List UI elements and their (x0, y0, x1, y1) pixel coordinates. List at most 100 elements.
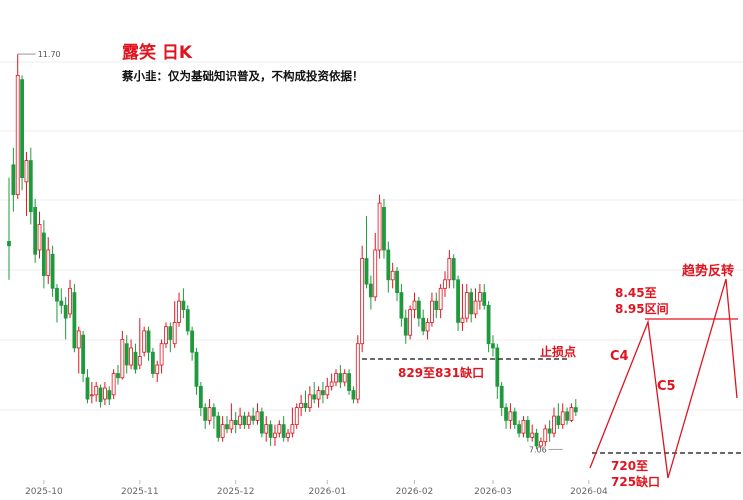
candle-body (242, 415, 247, 426)
x-tick-label: 2026-02 (396, 487, 434, 497)
candle-body (7, 241, 11, 247)
gap-829-831-label: 829至831缺口 (398, 365, 484, 380)
candle-body (565, 411, 569, 421)
candle-body (255, 411, 260, 421)
candle-body (434, 300, 439, 311)
candle-body (469, 292, 474, 315)
candle-body (464, 292, 469, 319)
x-tick-label: 2026-01 (308, 487, 346, 497)
trend-reversal-label: 趋势反转 (682, 263, 734, 279)
candle-body (59, 300, 64, 306)
x-axis: 2025-10 2025-11 2025-12 2026-01 2026-02 2026-… (25, 480, 608, 497)
candle-body (307, 394, 312, 408)
candle-body (547, 428, 552, 434)
candle-body (107, 390, 112, 400)
candle-body (325, 385, 330, 396)
candle-body (85, 377, 90, 400)
candle-body (124, 343, 129, 366)
candle-body (246, 415, 251, 426)
candle-body (573, 407, 578, 413)
candle-body (347, 373, 351, 391)
wave-c4-label: C4 (610, 349, 629, 364)
candle-body (41, 232, 46, 276)
candle-body (491, 343, 495, 349)
candle-body (316, 390, 321, 400)
candle-body (504, 407, 508, 421)
candle-body (539, 441, 543, 447)
candle-body (94, 385, 99, 396)
candle-body (556, 415, 561, 426)
candle-body (72, 292, 77, 349)
candle-body (98, 387, 103, 403)
candle-body (194, 351, 199, 387)
max-price-label: 11.70 (38, 50, 61, 59)
candle-body (181, 300, 186, 311)
candle-body (37, 224, 42, 251)
candle-body (120, 339, 125, 379)
gap-720-725-label-2: 725缺口 (611, 474, 660, 489)
candle-body (569, 407, 574, 421)
candle-body (334, 373, 338, 383)
candle-body (395, 270, 399, 293)
x-tick-label: 2025-12 (217, 487, 255, 497)
candle-body (355, 343, 360, 400)
candle-body (164, 326, 168, 345)
candle-body (28, 160, 33, 213)
candle-body (146, 330, 151, 353)
candle-body (229, 419, 234, 430)
candle-body (129, 347, 133, 366)
candle-body (46, 249, 51, 276)
min-price-label: 7.06 (529, 445, 547, 454)
x-tick-label: 2025-10 (25, 487, 63, 497)
candle-body (220, 424, 225, 438)
candle-body (251, 415, 256, 421)
x-tick-label: 2026-04 (570, 487, 608, 497)
candle-body (425, 322, 430, 332)
candle-body (399, 292, 404, 319)
candle-body (321, 390, 325, 396)
candle-body (103, 387, 107, 400)
candle-body (203, 407, 208, 421)
candle-body (190, 330, 195, 353)
candle-body (412, 300, 417, 311)
chart-subtitle: 蔡小韭：仅为基础知识普及，不构成投资依据！ (122, 69, 364, 83)
candle-body (198, 385, 203, 408)
candle-body (390, 270, 395, 281)
candle-body (259, 411, 264, 434)
candle-body (495, 347, 500, 387)
candle-body (421, 317, 426, 332)
candle-body (281, 424, 286, 438)
candle-body (68, 287, 72, 315)
candle-body (24, 160, 29, 183)
candle-body (89, 394, 94, 397)
gap-720-725-label-1: 720至 (611, 459, 648, 473)
candle-body (408, 309, 413, 336)
candle-body (521, 419, 526, 434)
candle-body (543, 428, 548, 443)
candle-body (534, 432, 539, 447)
candle-body (517, 424, 522, 434)
target-range-label-2: 8.95区间 (615, 301, 669, 316)
candle-body (473, 300, 478, 315)
candle-body (499, 385, 504, 408)
candle-body (416, 300, 421, 319)
candle-body (290, 424, 295, 434)
candle-body (338, 373, 343, 383)
candle-body (386, 249, 391, 281)
candle-body (177, 300, 181, 323)
candle-body (159, 343, 164, 366)
candle-body (430, 300, 434, 323)
candle-body (150, 351, 155, 374)
candle-body (20, 79, 24, 178)
candle-body (460, 317, 465, 323)
candle-body (11, 164, 16, 196)
candle-body (451, 258, 456, 281)
candle-body (373, 249, 378, 298)
candle-body (525, 419, 530, 438)
candle-body (486, 304, 491, 345)
annotation-lines (362, 278, 743, 479)
candle-body (299, 402, 304, 408)
candle-body (264, 424, 269, 434)
candle-body (312, 394, 317, 400)
candle-body (443, 279, 447, 289)
